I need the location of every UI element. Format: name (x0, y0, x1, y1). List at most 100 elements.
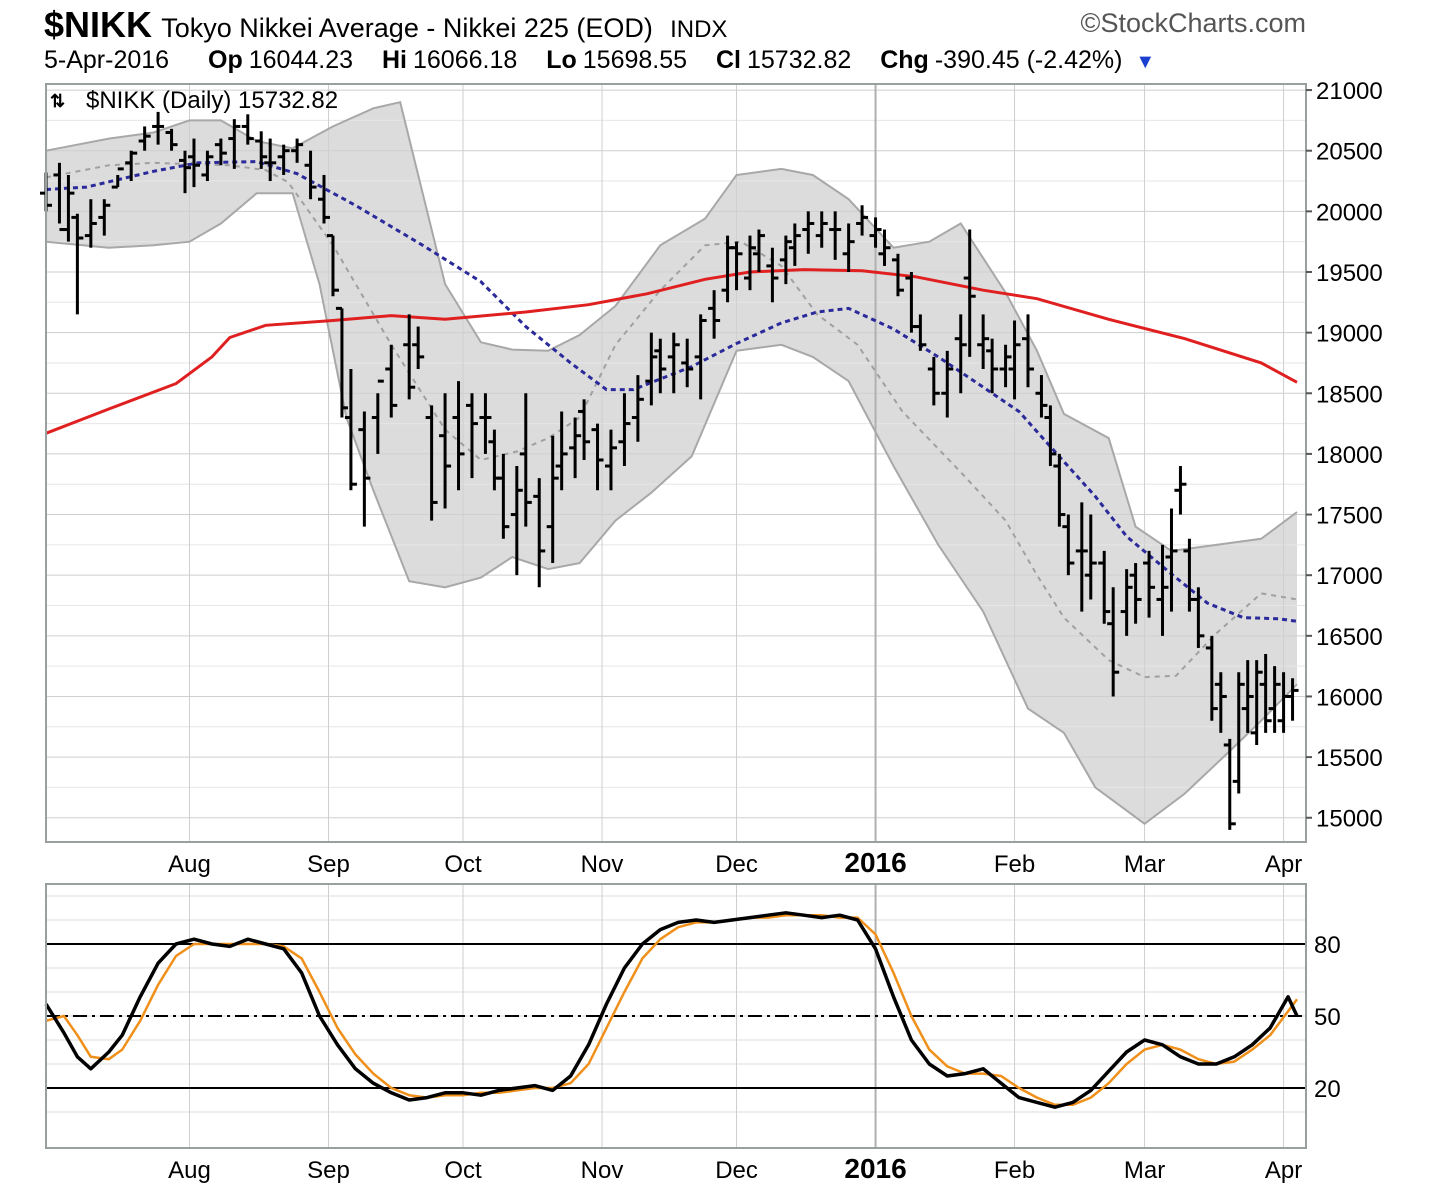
ohlc-bar (1008, 320, 1021, 400)
stochastic-time-tick-label: Nov (581, 1157, 624, 1184)
ohlc-bar (344, 369, 357, 491)
low-value: 15698.55 (582, 46, 688, 74)
ohlc-bar (425, 405, 438, 521)
ohlc-bar (1214, 672, 1227, 733)
chart-header: $NIKK Tokyo Nikkei Average - Nikkei 225 … (0, 0, 1444, 84)
price-tick-label: 19000 (1316, 321, 1383, 348)
ohlc-bar (1075, 502, 1088, 612)
ohlc-bar (1143, 550, 1156, 618)
price-legend: $NIKK (Daily) 15732.82 (86, 87, 338, 114)
copyright-icon: © (1080, 8, 1101, 38)
symbol: $NIKK (44, 4, 153, 45)
ohlc-bar (829, 211, 842, 260)
time-tick-label: Mar (1124, 851, 1165, 878)
ohlc-bar (694, 314, 707, 400)
ohlc-bar (291, 138, 304, 163)
ohlc-bar (214, 138, 227, 166)
price-tick-label: 17000 (1316, 563, 1383, 590)
ohlc-bar (788, 223, 801, 266)
ohlc-bar (1120, 569, 1133, 636)
stochastic-d-line (45, 913, 1299, 1107)
ohlc-bar (766, 247, 779, 303)
ohlc-bar (914, 314, 927, 351)
ohlc-bar (999, 344, 1012, 388)
ohlc-bar (479, 393, 492, 454)
ohlc-bar (604, 429, 617, 491)
ohlc-bar (125, 150, 138, 182)
ohlc-bar (842, 223, 855, 272)
description: Tokyo Nikkei Average - Nikkei 225 (EOD) (161, 13, 653, 43)
close-label: Cl (716, 46, 741, 74)
ohlc-bar (385, 344, 398, 418)
sma200-line (45, 268, 1298, 435)
ohlc-bar (412, 326, 425, 370)
time-tick-label: Oct (444, 851, 482, 878)
time-tick-label: Dec (715, 851, 758, 878)
ohlc-bar (152, 111, 165, 145)
ohlc-bar (546, 435, 559, 564)
price-tick-label: 16500 (1316, 624, 1383, 651)
ohlc-bar (358, 411, 371, 527)
stochastic-tick-label: 20 (1314, 1076, 1341, 1103)
ohlc-bar (802, 211, 815, 254)
stochastic-tick-label: 50 (1314, 1004, 1341, 1031)
quote-line: 5-Apr-2016 Op 16044.23 Hi 16066.18 Lo 15698… (44, 46, 1155, 75)
stochastic-time-tick-label: 2016 (844, 1153, 906, 1184)
quote-date: 5-Apr-2016 (44, 46, 170, 74)
ohlc-bar (1084, 514, 1097, 600)
ohlc-bar (439, 393, 452, 509)
stochastic-tick-label: 80 (1314, 932, 1341, 959)
ohlc-bar (1205, 635, 1218, 721)
ohlc-bar (730, 241, 743, 291)
stochastic-time-tick-label: Dec (715, 1157, 758, 1184)
exchange: INDX (670, 16, 728, 43)
ohlc-bar (111, 167, 124, 189)
ohlc-bar (1129, 563, 1142, 624)
bollinger-band-fill (46, 102, 1297, 824)
price-panel-frame (45, 83, 1307, 843)
ohlc-bar (201, 150, 214, 182)
stochastic-panel-frame (45, 883, 1307, 1149)
ohlc-bar (977, 314, 990, 370)
ohlc-bar (1192, 587, 1205, 648)
ohlc-bar (84, 199, 97, 248)
ohlc-bar (62, 174, 75, 242)
ohlc-bar (304, 150, 317, 200)
ohlc-bar (681, 338, 694, 388)
price-tick-label: 15000 (1316, 806, 1383, 833)
price-panel: $NIKK (Daily) 15732.82 ⇅ 15000 15500 16000 16… (40, 78, 1383, 878)
high-value: 16066.18 (412, 46, 518, 74)
ohlc-bar (927, 356, 940, 406)
brand-logo: ©StockCharts.com (1081, 8, 1306, 39)
ohlc-bar (165, 128, 178, 151)
ohlc-bar (555, 411, 568, 491)
low-label: Lo (546, 46, 577, 74)
ohlc-bar (954, 314, 967, 394)
ohlc-bar (752, 229, 765, 272)
ohlc-bar (578, 399, 591, 460)
ohlc-bar (1021, 314, 1034, 388)
price-tick-label: 20000 (1316, 199, 1383, 226)
price-tick-label: 19500 (1316, 260, 1383, 287)
bollinger-upper-line (45, 101, 1298, 552)
stochastic-time-tick-label: Sep (307, 1157, 350, 1184)
ohlc-bar (1241, 660, 1254, 733)
stochastic-k-line (44, 911, 1299, 1109)
ohlc-bar (326, 234, 339, 297)
ohlc-bar (533, 478, 546, 588)
ohlc-bar (591, 423, 604, 491)
ohlc-bar (138, 126, 151, 151)
ohlc-bar (371, 379, 384, 454)
ohlc-bar (228, 119, 241, 169)
ohlc-bar (645, 332, 658, 406)
ohlc-bar (519, 393, 532, 527)
ohlc-bar (1156, 544, 1169, 636)
ohlc-bar (1053, 453, 1066, 527)
ohlc-bar (1268, 666, 1281, 733)
price-tick-label: 17500 (1316, 503, 1383, 530)
ohlc-bar (318, 174, 331, 224)
ohlc-bar (1062, 514, 1075, 576)
ohlc-bar (569, 417, 582, 479)
ohlc-bar (1232, 672, 1245, 794)
